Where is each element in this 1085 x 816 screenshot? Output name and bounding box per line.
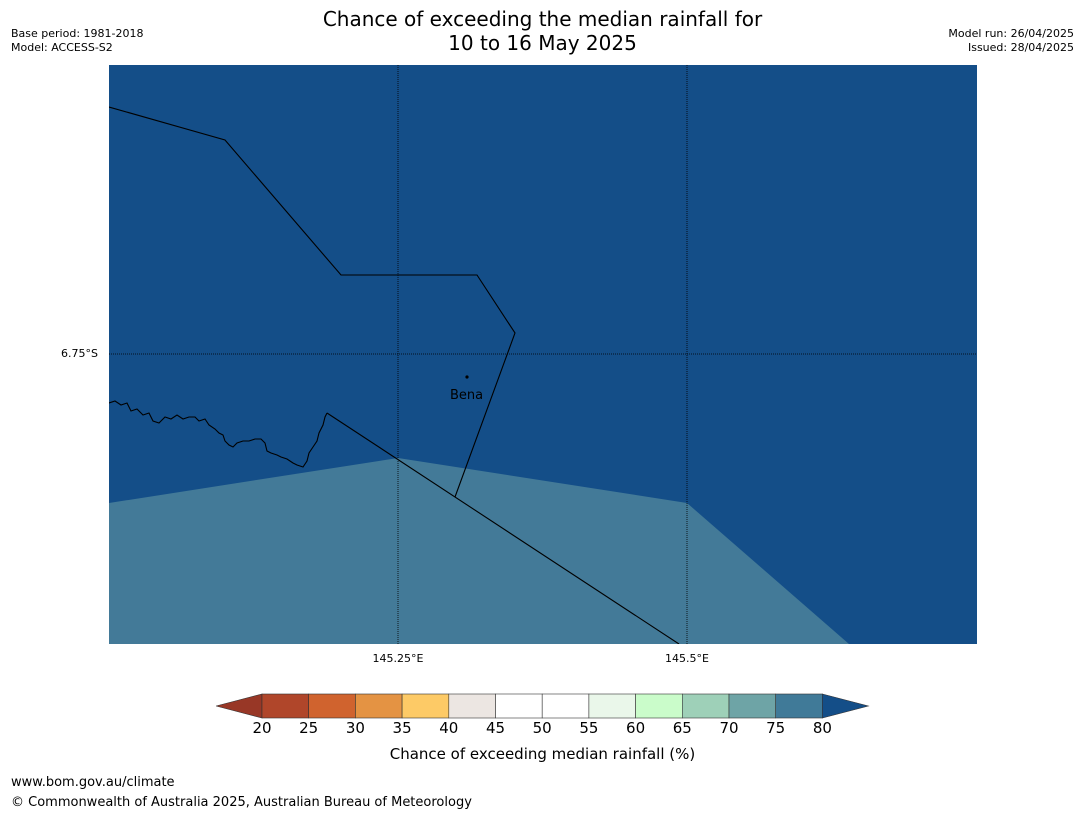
colorbar-segment-40 bbox=[448, 693, 496, 719]
province-boundary-south bbox=[326, 412, 680, 644]
lat-tick-label: 6.75°S bbox=[61, 347, 98, 360]
town-label-bena: Bena bbox=[450, 388, 484, 403]
lon-tick-label-1: 145.25°E bbox=[372, 652, 424, 665]
colorbar bbox=[216, 693, 870, 719]
left-metadata: Base period: 1981-2018 Model: ACCESS-S2 bbox=[11, 27, 143, 55]
medium-probability-area bbox=[109, 458, 849, 644]
colorbar-tick-label: 25 bbox=[299, 719, 319, 737]
chart-title-line1: Chance of exceeding the median rainfall … bbox=[322, 7, 763, 31]
colorbar-low-extend bbox=[216, 693, 263, 719]
colorbar-segment-35 bbox=[401, 693, 450, 719]
colorbar-segment-45 bbox=[495, 693, 543, 719]
colorbar-segment-20 bbox=[261, 693, 310, 719]
footer-url[interactable]: www.bom.gov.au/climate bbox=[11, 775, 175, 790]
model-text: Model: ACCESS-S2 bbox=[11, 41, 113, 54]
province-boundary bbox=[109, 106, 516, 498]
colorbar-segment-70 bbox=[728, 693, 777, 719]
colorbar-tick-label: 60 bbox=[626, 719, 646, 737]
chart-title-line2: 10 to 16 May 2025 bbox=[448, 31, 637, 55]
colorbar-segment-60 bbox=[635, 693, 683, 719]
colorbar-tick-label: 50 bbox=[532, 719, 552, 737]
colorbar-segment-50 bbox=[541, 693, 590, 719]
colorbar-segment-65 bbox=[681, 693, 730, 719]
colorbar-label: Chance of exceeding median rainfall (%) bbox=[389, 745, 696, 763]
colorbar-tick-label: 40 bbox=[439, 719, 459, 737]
colorbar-tick-label: 45 bbox=[485, 719, 506, 737]
footer-copyright: © Commonwealth of Australia 2025, Austra… bbox=[11, 795, 472, 810]
colorbar-tick-label: 70 bbox=[719, 719, 739, 737]
colorbar-tick-label: 55 bbox=[579, 719, 599, 737]
colorbar-segment-55 bbox=[588, 693, 636, 719]
right-metadata: Model run: 26/04/2025 Issued: 28/04/2025 bbox=[948, 27, 1074, 55]
issued-text: Issued: 28/04/2025 bbox=[967, 41, 1074, 54]
town-marker-bena bbox=[465, 375, 469, 379]
lon-tick-label-2: 145.5°E bbox=[665, 652, 709, 665]
colorbar-tick-label: 75 bbox=[766, 719, 786, 737]
colorbar-tick-label: 30 bbox=[345, 719, 365, 737]
colorbar-tick-label: 65 bbox=[672, 719, 692, 737]
colorbar-segment-75 bbox=[775, 693, 823, 719]
forecast-map bbox=[109, 65, 977, 644]
colorbar-tick-label: 35 bbox=[392, 719, 412, 737]
coastline bbox=[109, 400, 328, 468]
model-run-text: Model run: 26/04/2025 bbox=[948, 27, 1074, 40]
colorbar-segment-25 bbox=[308, 693, 356, 719]
base-period-text: Base period: 1981-2018 bbox=[11, 27, 144, 40]
colorbar-tick-label: 80 bbox=[812, 719, 832, 737]
colorbar-segment-30 bbox=[355, 693, 403, 719]
colorbar-tick-label: 20 bbox=[252, 719, 272, 737]
colorbar-high-extend bbox=[822, 693, 870, 719]
